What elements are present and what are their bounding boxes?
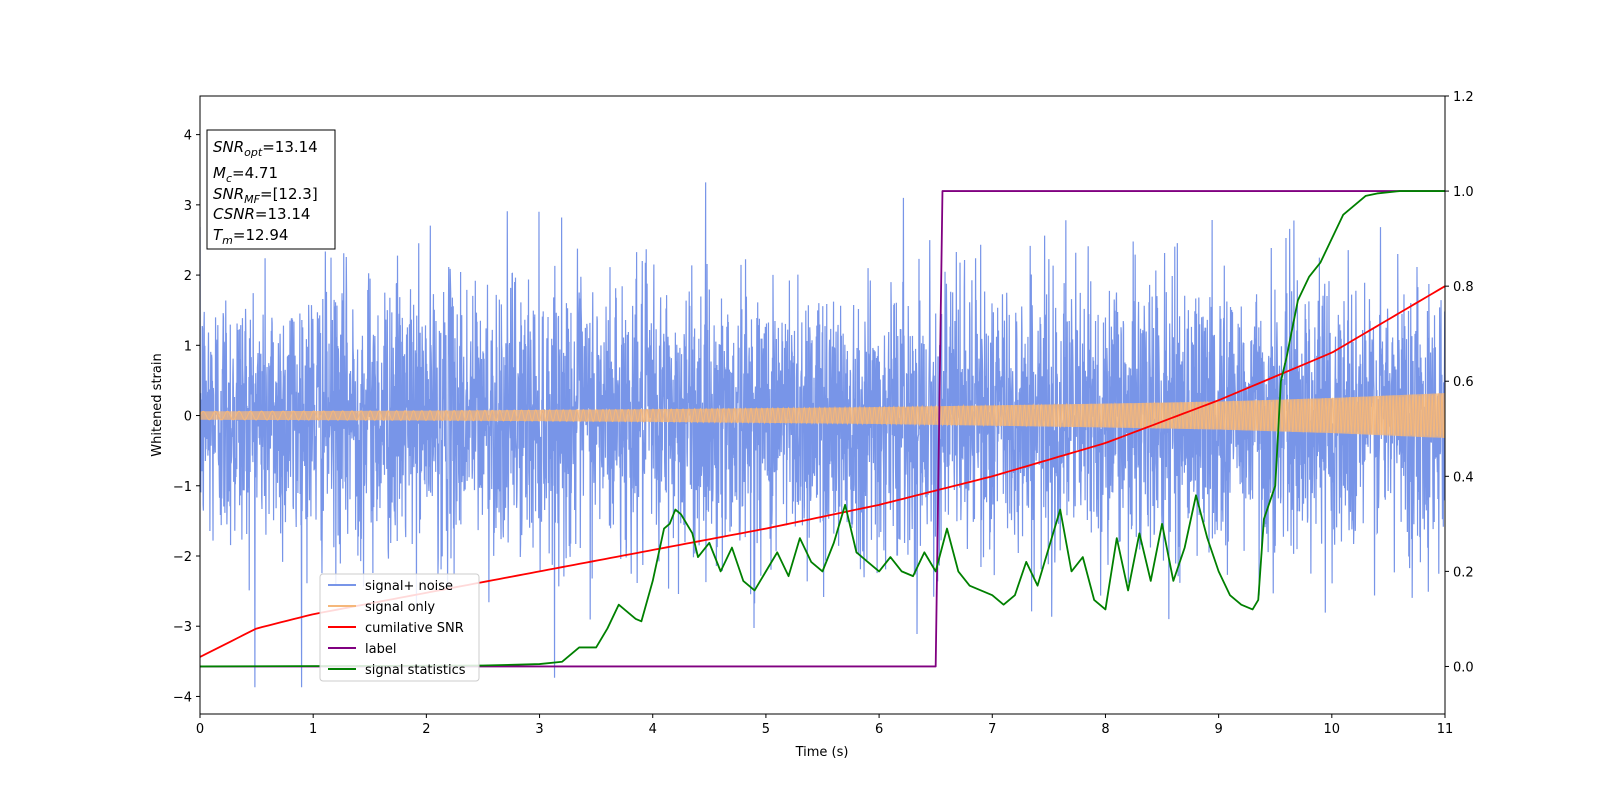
legend-label-label: label xyxy=(365,642,396,657)
legend-frame xyxy=(319,573,480,682)
x-tick-label: 1 xyxy=(309,722,317,737)
y2-tick-label: 0.0 xyxy=(1453,660,1474,675)
info-line-snr-mf: SNRMF=[12.3] xyxy=(213,185,318,206)
y-tick-label: −1 xyxy=(173,480,192,495)
y2-tick-label: 0.8 xyxy=(1453,280,1474,295)
axes: 0 1 2 3 4 5 6 7 8 9 10 11 −4 −3 −2 −1 0 1 2 3 4 0.0 0.2 0.4 0.6 0… xyxy=(173,90,1474,737)
x-tick-label: 11 xyxy=(1437,722,1454,737)
y2-tick-label: 1.0 xyxy=(1453,185,1474,200)
x-axis-label: Time (s) xyxy=(795,745,849,760)
x-tick-label: 7 xyxy=(988,722,996,737)
y-tick-label: 3 xyxy=(184,199,192,214)
y-tick-label: −3 xyxy=(173,620,192,635)
legend: signal+ noise signal only cumilative SNR… xyxy=(319,573,480,682)
y2-tick-label: 0.6 xyxy=(1453,375,1474,390)
info-line-tm: Tm=12.94 xyxy=(213,226,288,247)
x-tick-label: 4 xyxy=(649,722,657,737)
x-tick-label: 0 xyxy=(196,722,204,737)
x-tick-label: 10 xyxy=(1324,722,1341,737)
y2-tick-label: 0.2 xyxy=(1453,565,1474,580)
x-tick-label: 8 xyxy=(1101,722,1109,737)
x-tick-label: 3 xyxy=(535,722,543,737)
legend-label-cumulative-snr: cumilative SNR xyxy=(365,621,464,636)
info-line-snr-opt: SNRopt=13.14 xyxy=(213,138,318,159)
info-box: SNRopt=13.14 Mc=4.71 SNRMF=[12.3] CSNR=1… xyxy=(206,129,336,250)
info-box-frame xyxy=(206,129,336,250)
info-line-chirp-mass: Mc=4.71 xyxy=(213,164,278,185)
x-tick-label: 9 xyxy=(1214,722,1222,737)
plot-frame xyxy=(199,95,1446,715)
y-tick-label: −2 xyxy=(173,550,192,565)
series-signal-statistics xyxy=(200,190,1445,668)
y-tick-label: 1 xyxy=(184,339,192,354)
info-line-csnr: CSNR=13.14 xyxy=(213,205,310,223)
x-tick-label: 6 xyxy=(875,722,883,737)
legend-label-signal-noise: signal+ noise xyxy=(365,579,453,594)
y-axis-label: Whitened strain xyxy=(150,353,165,456)
series-signal-only-wave xyxy=(200,393,1445,438)
y-tick-label: 2 xyxy=(184,269,192,284)
x-tick-label: 5 xyxy=(762,722,770,737)
y-tick-label: 0 xyxy=(184,410,192,425)
x-tick-label: 2 xyxy=(422,722,430,737)
legend-label-signal-statistics: signal statistics xyxy=(365,663,466,678)
y2-tick-label: 1.2 xyxy=(1453,90,1474,105)
y-tick-label: −4 xyxy=(173,690,192,705)
y-tick-label: 4 xyxy=(184,129,192,144)
legend-label-signal-only: signal only xyxy=(365,600,435,615)
series-label xyxy=(200,190,1445,668)
y2-tick-label: 0.4 xyxy=(1453,470,1474,485)
